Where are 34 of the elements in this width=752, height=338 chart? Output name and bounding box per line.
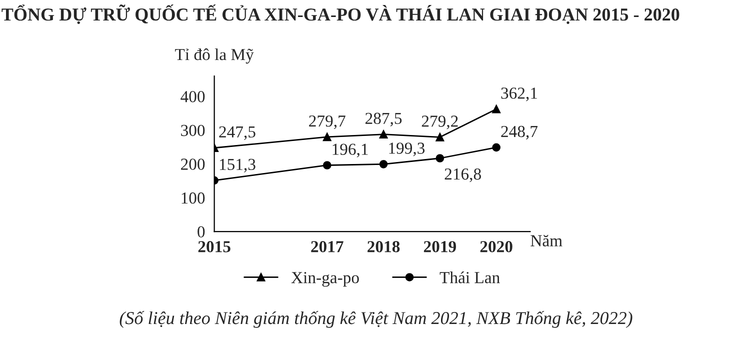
point (492, 143, 500, 152)
y-tick-label: 0 (198, 226, 205, 238)
y-tick-label: 300 (181, 124, 205, 136)
y-axis-title: Tỉ đô la Mỹ (175, 48, 254, 64)
point (436, 132, 444, 142)
data-label: 279,7 (309, 115, 346, 130)
x-tick-label: 2019 (424, 241, 456, 252)
data-label: 287,5 (366, 112, 402, 126)
y-tick-label: 100 (182, 192, 205, 204)
chart-title: TỔNG DỰ TRỮ QUỐC TẾ CỦA XIN-GA-PO VÀ THÁI LAN GIAI ĐOẠN 2015 - 2020 (2, 4, 680, 24)
legend-label: Thái Lan (440, 271, 500, 284)
y-tick-label: 200 (181, 158, 205, 170)
x-tick-label: 2018 (368, 241, 400, 252)
point (322, 161, 332, 170)
point (436, 154, 444, 162)
data-label: 196,1 (332, 144, 368, 158)
point (379, 130, 388, 139)
data-label: 279,2 (422, 116, 458, 130)
y-tick-label: 400 (180, 91, 205, 102)
point (492, 104, 500, 114)
x-tick-label: 2020 (480, 241, 512, 252)
point (379, 160, 388, 168)
point (322, 132, 332, 142)
data-label: 151,3 (220, 158, 256, 172)
x-tick-label: 2015 (198, 241, 230, 252)
x-tick-label: 2017 (311, 241, 344, 252)
data-label: 362,1 (501, 88, 537, 102)
data-label: 248,7 (501, 126, 538, 140)
text: (Số liệu theo Niên giám thống kê Việt Nam 2021, NXB Thống kê, 2022) (120, 310, 632, 328)
data-label: 216,8 (444, 168, 481, 182)
data-label: 247,5 (219, 126, 256, 140)
data-label: 199,3 (389, 142, 425, 156)
x-axis-title: Năm (530, 234, 562, 246)
legend-label: Xin-ga-po (291, 272, 359, 287)
